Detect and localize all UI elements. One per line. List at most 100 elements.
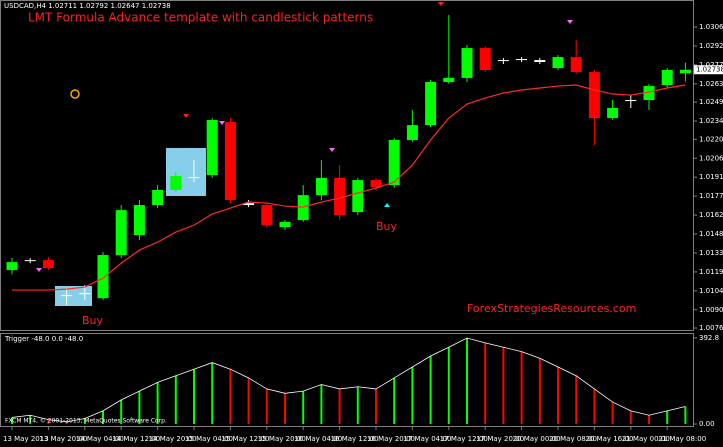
watermark: ForexStrategiesResources.com bbox=[467, 302, 636, 315]
x-tick-label: 17 May 20:00 bbox=[476, 435, 524, 443]
y-tick-label: 1.01770 bbox=[699, 192, 723, 200]
candle-body bbox=[42, 260, 54, 269]
candle-body bbox=[534, 60, 546, 63]
candle-body bbox=[443, 77, 455, 83]
x-tick-label: 14 May 20:00 bbox=[149, 435, 197, 443]
candle-body bbox=[243, 203, 255, 206]
y-tick-label: 1.02060 bbox=[699, 154, 723, 162]
y-tick-label: 392.8 bbox=[699, 334, 719, 342]
indicator-line bbox=[11, 337, 686, 423]
candle-body bbox=[516, 59, 528, 61]
candle-body bbox=[607, 107, 619, 119]
candle-body bbox=[170, 176, 182, 191]
x-tick-label: 15 May 04:00 bbox=[185, 435, 233, 443]
candle-body bbox=[570, 57, 582, 73]
candle-body bbox=[279, 222, 291, 228]
candle-body bbox=[79, 293, 91, 295]
buy-label: Buy bbox=[376, 220, 398, 233]
candle-body bbox=[625, 100, 637, 102]
candle-body bbox=[370, 180, 382, 188]
candle-body bbox=[425, 82, 437, 126]
candle-body bbox=[261, 205, 273, 226]
x-tick-label: 17 May 04:00 bbox=[403, 435, 451, 443]
star-icon bbox=[70, 89, 80, 99]
y-tick-label: 1.01625 bbox=[699, 211, 723, 219]
x-tick-label: 15 May 20:00 bbox=[258, 435, 306, 443]
y-tick-label: 1.02205 bbox=[699, 135, 723, 143]
y-tick-label: 1.01045 bbox=[699, 287, 723, 295]
candle-body bbox=[661, 69, 673, 86]
y-tick-label: 0.00 bbox=[699, 420, 715, 428]
chart-title: LMT Formula Advance template with candle… bbox=[28, 11, 373, 25]
y-tick-label: 1.00760 bbox=[699, 324, 723, 332]
moving-average bbox=[12, 84, 686, 291]
y-tick-label: 1.01335 bbox=[699, 249, 723, 257]
symbol-info: USDCAD,H4 1.02711 1.02792 1.02647 1.0273… bbox=[4, 2, 171, 10]
candle-body bbox=[97, 255, 109, 299]
candle-body bbox=[6, 262, 18, 271]
y-tick-label: 1.02920 bbox=[699, 42, 723, 50]
candle-body bbox=[588, 72, 600, 119]
footer: FXCM MT4, © 2001-2013, MetaQuotes Softwa… bbox=[5, 418, 167, 425]
x-tick-label: 13 May 2013 bbox=[3, 435, 49, 443]
y-tick-label: 1.01480 bbox=[699, 230, 723, 238]
candle-body bbox=[315, 177, 327, 196]
candle-body bbox=[406, 125, 418, 140]
x-tick-label: 14 May 04:00 bbox=[76, 435, 124, 443]
last-price: 1.02738 bbox=[696, 66, 723, 74]
candle-body bbox=[188, 177, 200, 179]
x-tick-label: 21 May 08:00 bbox=[658, 435, 706, 443]
y-tick-label: 1.01190 bbox=[699, 268, 723, 276]
down-arrow bbox=[36, 268, 42, 272]
signal-arrows bbox=[36, 20, 573, 272]
candle-body bbox=[479, 48, 491, 70]
y-tick-label: 1.01915 bbox=[699, 173, 723, 181]
candle-body bbox=[115, 210, 127, 256]
x-tick-label: 20 May 08:00 bbox=[549, 435, 597, 443]
pattern-box bbox=[55, 286, 92, 306]
x-tick-label: 17 May 12:00 bbox=[440, 435, 488, 443]
x-tick-label: 13 May 20:00 bbox=[39, 435, 87, 443]
x-tick-label: 16 May 12:00 bbox=[331, 435, 379, 443]
y-tick-label: 1.02630 bbox=[699, 80, 723, 88]
x-tick-label: 21 May 00:00 bbox=[622, 435, 670, 443]
candle-body bbox=[206, 120, 218, 175]
x-tick-label: 16 May 20:00 bbox=[367, 435, 415, 443]
down-arrow bbox=[183, 114, 189, 118]
candle-body bbox=[461, 48, 473, 78]
candle-body bbox=[352, 180, 364, 213]
candle-body bbox=[152, 190, 164, 206]
x-tick-label: 20 May 16:00 bbox=[585, 435, 633, 443]
candle-body bbox=[24, 260, 36, 262]
marks bbox=[6, 15, 697, 430]
indicator-pane-frame bbox=[0, 333, 694, 427]
y-tick-label: 1.02775 bbox=[699, 61, 723, 69]
last-price-box bbox=[694, 65, 723, 75]
candle-body bbox=[388, 139, 400, 186]
y-tick-label: 1.00900 bbox=[699, 306, 723, 314]
down-arrow bbox=[567, 20, 573, 24]
candle-body bbox=[334, 177, 346, 216]
buy-label: Buy bbox=[82, 314, 104, 327]
x-tick-label: 14 May 12:00 bbox=[112, 435, 160, 443]
x-tick-label: 15 May 12:00 bbox=[221, 435, 269, 443]
x-tick-label: 16 May 04:00 bbox=[294, 435, 342, 443]
down-arrow bbox=[438, 2, 444, 6]
y-tick-label: 1.02345 bbox=[699, 117, 723, 125]
down-arrow bbox=[219, 121, 225, 125]
candle-body bbox=[679, 69, 691, 74]
x-tick-label: 20 May 00:00 bbox=[513, 435, 561, 443]
candle-body bbox=[643, 86, 655, 101]
indicator-label: Trigger -48.0 0.0 -48.0 bbox=[4, 335, 83, 343]
candle-body bbox=[552, 57, 564, 69]
down-arrow bbox=[329, 148, 335, 152]
price-pane-frame bbox=[0, 0, 694, 331]
candle-body bbox=[497, 60, 509, 62]
y-tick-label: 1.02490 bbox=[699, 98, 723, 106]
candle-body bbox=[224, 122, 236, 201]
candle-body bbox=[133, 205, 145, 236]
up-arrow bbox=[384, 203, 390, 207]
y-tick-label: 1.03065 bbox=[699, 23, 723, 31]
